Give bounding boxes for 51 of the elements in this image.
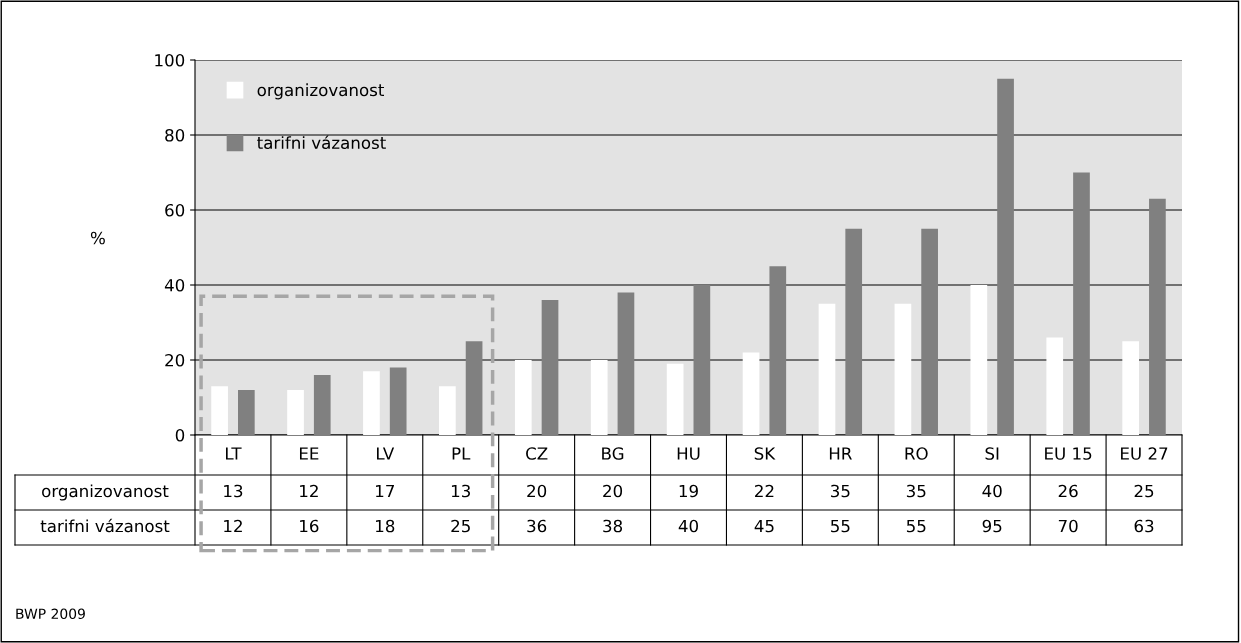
y-tick-label: 40 [164, 278, 185, 292]
legend-label: organizovanost [257, 83, 385, 100]
data-label: 35 [831, 484, 850, 498]
y-tick-label: 60 [165, 203, 185, 217]
x-tick-label: HR [829, 447, 852, 460]
data-label: 70 [1058, 519, 1078, 533]
x-tick-label: SI [985, 447, 999, 460]
data-label: 13 [451, 484, 470, 498]
data-label: 25 [1134, 484, 1154, 498]
data-label: 17 [376, 484, 394, 498]
data-label: 55 [831, 519, 850, 533]
data-label: 18 [376, 519, 395, 533]
data-label: 16 [300, 519, 319, 533]
data-label: 19 [679, 484, 698, 498]
x-tick-label: SK [754, 447, 776, 460]
legend-label: tarifni vázanost [257, 135, 386, 150]
x-tick-label: BG [602, 447, 624, 460]
data-label: 25 [451, 519, 470, 533]
text: tarifni vázanost [40, 518, 170, 533]
x-tick-label: HU [677, 447, 700, 460]
data-label: 20 [603, 484, 623, 498]
data-label: 63 [1134, 519, 1154, 533]
y-axis-title: % [90, 231, 105, 245]
data-label: 35 [906, 484, 926, 498]
x-tick-label: LV [377, 447, 395, 460]
data-label: 20 [527, 484, 547, 498]
y-tick-label: 80 [165, 128, 185, 142]
x-tick-label: CZ [526, 447, 548, 460]
data-label: 45 [754, 519, 774, 533]
y-tick-label: 20 [165, 353, 185, 367]
data-label: 12 [224, 519, 242, 533]
data-label: 22 [755, 484, 774, 498]
data-label: 40 [982, 484, 1002, 498]
data-label: 12 [300, 484, 318, 498]
y-tick-label: 0 [175, 428, 185, 442]
data-label: 38 [603, 519, 623, 533]
data-label: 55 [906, 519, 926, 533]
x-tick-label: PL [452, 447, 471, 460]
data-label: 36 [527, 519, 547, 533]
x-tick-label: RO [905, 447, 928, 460]
data-label: 13 [224, 484, 243, 498]
x-tick-label: EU 15 [1045, 447, 1092, 460]
text: BWP 2009 [16, 608, 85, 620]
data-label: 95 [982, 519, 1002, 533]
data-label: 40 [678, 519, 698, 533]
text: organizovanost [42, 484, 169, 501]
x-tick-label: EE [299, 447, 319, 460]
data-label: 26 [1058, 484, 1078, 498]
x-tick-label: LT [226, 447, 242, 460]
x-tick-label: EU 27 [1121, 447, 1168, 460]
y-tick-label: 100 [155, 53, 185, 67]
